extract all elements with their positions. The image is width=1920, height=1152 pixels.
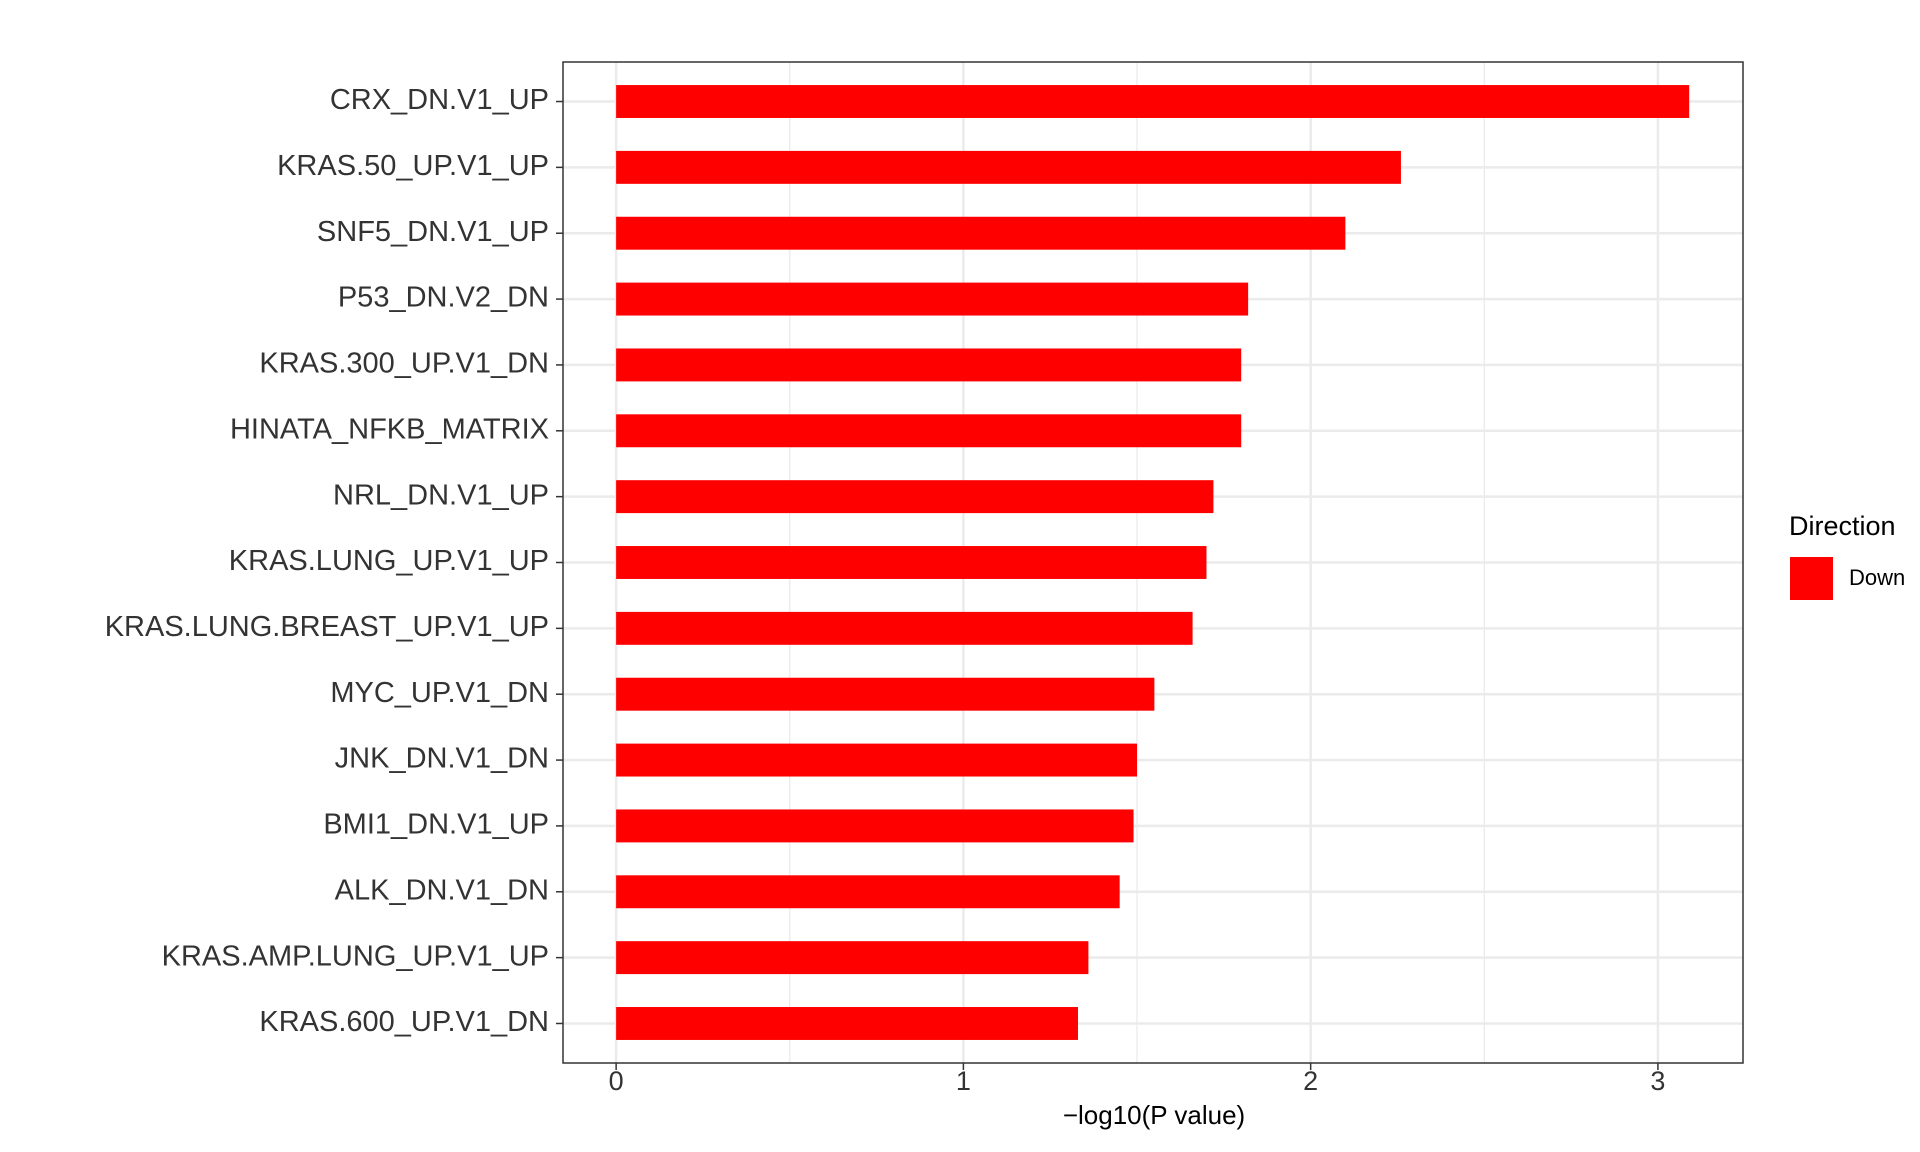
panel-border xyxy=(562,61,1744,1064)
bar xyxy=(616,809,1134,843)
y-tick-label: KRAS.300_UP.V1_DN xyxy=(259,348,549,380)
y-tick-label: ALK_DN.V1_DN xyxy=(335,874,549,906)
bar xyxy=(616,677,1155,711)
bar xyxy=(616,480,1214,514)
bar xyxy=(616,743,1138,777)
x-tick-label: 1 xyxy=(956,1066,971,1096)
y-tick-label: KRAS.LUNG_UP.V1_UP xyxy=(229,545,549,577)
bar xyxy=(616,85,1690,118)
y-tick-label: JNK_DN.V1_DN xyxy=(335,743,549,775)
bar xyxy=(616,611,1193,645)
bar xyxy=(616,875,1120,909)
bar xyxy=(616,150,1401,184)
bar xyxy=(616,1007,1078,1040)
bar xyxy=(616,941,1089,975)
y-tick-label: NRL_DN.V1_UP xyxy=(333,479,549,511)
x-tick-label: 0 xyxy=(609,1066,624,1096)
bar xyxy=(616,282,1249,316)
bar xyxy=(616,348,1242,382)
x-tick-label: 2 xyxy=(1303,1066,1318,1096)
legend-label: Down xyxy=(1849,565,1905,590)
bar xyxy=(616,216,1346,250)
y-tick-label: CRX_DN.V1_UP xyxy=(330,84,549,116)
y-tick-label: BMI1_DN.V1_UP xyxy=(323,809,549,841)
y-tick-label: P53_DN.V2_DN xyxy=(338,282,549,314)
bar xyxy=(616,546,1207,579)
y-tick-label: SNF5_DN.V1_UP xyxy=(317,216,549,248)
y-tick-label: KRAS.600_UP.V1_DN xyxy=(259,1006,549,1038)
legend-title: Direction xyxy=(1789,511,1896,541)
x-tick-label: 3 xyxy=(1650,1066,1665,1096)
legend-key xyxy=(1790,557,1833,600)
y-tick-label: KRAS.AMP.LUNG_UP.V1_UP xyxy=(162,940,549,972)
y-tick-label: HINATA_NFKB_MATRIX xyxy=(230,413,549,445)
bar xyxy=(616,414,1242,448)
y-tick-label: MYC_UP.V1_DN xyxy=(330,677,549,709)
y-tick-label: KRAS.LUNG.BREAST_UP.V1_UP xyxy=(105,611,549,643)
y-tick-label: KRAS.50_UP.V1_UP xyxy=(277,150,549,182)
x-axis-label: −log10(P value) xyxy=(1063,1100,1245,1130)
